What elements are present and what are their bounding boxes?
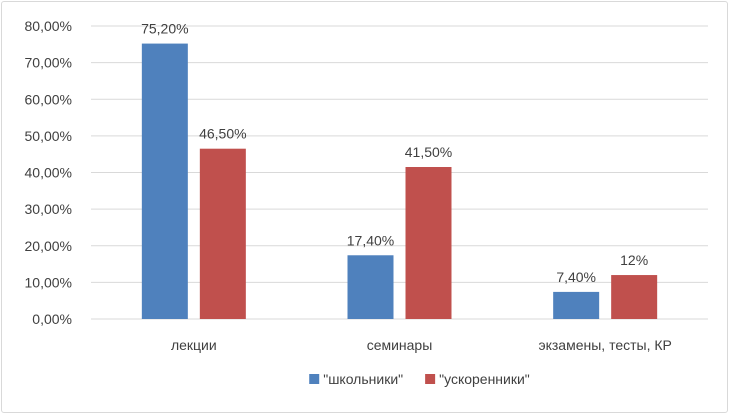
y-tick-label: 0,00% (32, 311, 72, 327)
data-label: 46,50% (199, 126, 246, 142)
bar-series-1 (347, 255, 394, 319)
bar-series-2 (611, 275, 658, 319)
x-tick-label: лекции (171, 337, 217, 353)
legend-swatch (425, 374, 436, 384)
legend-label: "ускоренники" (439, 371, 530, 387)
bar-series-1 (553, 291, 600, 319)
data-label: 75,20% (141, 21, 188, 37)
data-label: 41,50% (405, 144, 452, 160)
x-axis-ticks: лекции семинары экзамены, тесты, КР (171, 337, 672, 353)
data-label: 12% (620, 252, 648, 268)
data-label: 7,40% (556, 269, 596, 285)
x-tick-label: экзамены, тесты, КР (538, 337, 671, 353)
y-tick-label: 80,00% (25, 18, 72, 34)
bar-series-1 (141, 43, 188, 320)
y-tick-label: 30,00% (25, 201, 72, 217)
y-tick-label: 70,00% (25, 55, 72, 71)
bars (141, 43, 658, 320)
y-tick-label: 60,00% (25, 91, 72, 107)
y-tick-label: 10,00% (25, 274, 72, 290)
legend: "школьники" "ускоренники" (309, 371, 530, 387)
legend-item: "ускоренники" (425, 371, 530, 387)
gridlines (91, 25, 708, 320)
legend-label: "школьники" (323, 371, 403, 387)
y-tick-label: 20,00% (25, 238, 72, 254)
chart-frame: 0,00% 10,00% 20,00% 30,00% 40,00% 50,00% 60,00… (1, 1, 728, 413)
bar-chart: 0,00% 10,00% 20,00% 30,00% 40,00% 50,00% 60,00… (25, 18, 708, 387)
data-labels: 75,20% 46,50% 17,40% 41,50% 7,40% 12% (141, 21, 648, 285)
bar-series-2 (199, 148, 246, 319)
data-label: 17,40% (347, 232, 394, 248)
y-tick-label: 50,00% (25, 128, 72, 144)
legend-swatch (309, 374, 320, 384)
y-tick-label: 40,00% (25, 165, 72, 181)
legend-item: "школьники" (309, 371, 403, 387)
y-axis-ticks: 0,00% 10,00% 20,00% 30,00% 40,00% 50,00% 60,00… (25, 18, 72, 327)
bar-series-2 (405, 167, 452, 319)
x-tick-label: семинары (367, 337, 433, 353)
